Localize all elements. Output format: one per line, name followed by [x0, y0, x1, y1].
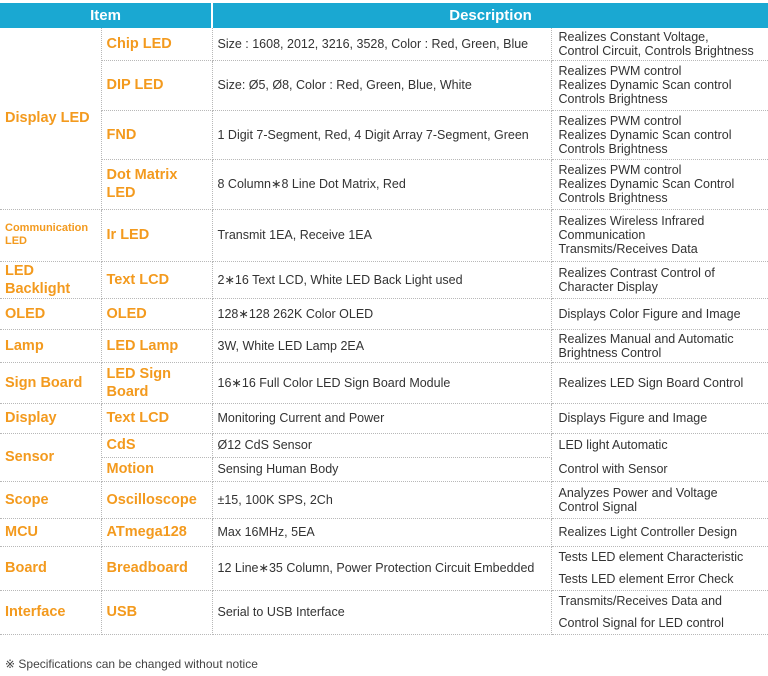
- category-sign-board: Sign Board: [0, 362, 102, 404]
- desc-dot-matrix: Realizes PWM control Realizes Dynamic Sc…: [551, 159, 768, 210]
- category-oled: OLED: [0, 298, 102, 330]
- table-row: DIP LED Size: Ø5, Ø8, Color : Red, Green…: [0, 60, 768, 111]
- category-led-backlight: LED Backlight: [0, 261, 102, 299]
- spec-dot-matrix: 8 Column∗8 Line Dot Matrix, Red: [212, 159, 552, 210]
- item-fnd: FND: [101, 110, 213, 160]
- table-row: Interface USB Serial to USB Interface Tr…: [0, 590, 768, 635]
- item-chip-led: Chip LED: [101, 28, 213, 61]
- desc-cds: LED light Automatic: [558, 438, 668, 453]
- table-row: Sign Board LED Sign Board 16∗16 Full Col…: [0, 362, 768, 404]
- desc-text-lcd: Realizes Contrast Control of Character D…: [551, 261, 768, 299]
- desc-oled: Displays Color Figure and Image: [551, 298, 768, 330]
- spec-cds: Ø12 CdS Sensor: [212, 433, 552, 458]
- category-lamp: Lamp: [0, 329, 102, 363]
- item-text-lcd: Text LCD: [101, 261, 213, 299]
- table-header: Item Description: [0, 3, 768, 28]
- table-row: Board Breadboard 12 Line∗35 Column, Powe…: [0, 546, 768, 591]
- category-board: Board: [0, 546, 102, 591]
- table-row: Display LED Chip LED Size : 1608, 2012, …: [0, 28, 768, 210]
- table-row: Control Signal for LED control: [0, 612, 768, 635]
- category-sensor: Sensor: [0, 433, 102, 482]
- desc-led-lamp: Realizes Manual and Automatic Brightness…: [551, 329, 768, 363]
- table-row: FND 1 Digit 7-Segment, Red, 4 Digit Arra…: [0, 110, 768, 160]
- item-led-lamp: LED Lamp: [101, 329, 213, 363]
- desc-led-sign-board: Realizes LED Sign Board Control: [551, 362, 768, 404]
- spec-motion: Sensing Human Body: [212, 457, 552, 482]
- desc-breadboard-error: Tests LED element Error Check: [551, 568, 768, 591]
- item-display-text-lcd: Text LCD: [101, 403, 213, 434]
- description-header: Description: [212, 3, 768, 28]
- table-row: Communication LED Ir LED Transmit 1EA, R…: [0, 209, 768, 262]
- item-oscilloscope: Oscilloscope: [101, 481, 213, 519]
- item-dot-matrix: Dot Matrix LED: [101, 159, 213, 210]
- item-usb: USB: [101, 590, 213, 635]
- desc-ir-led: Realizes Wireless Infrared Communication…: [551, 209, 768, 262]
- desc-fnd: Realizes PWM control Realizes Dynamic Sc…: [551, 110, 768, 160]
- desc-dip-led: Realizes PWM control Realizes Dynamic Sc…: [551, 60, 768, 111]
- table-row: Motion Sensing Human Body Control with S…: [0, 457, 768, 482]
- table-row: Lamp LED Lamp 3W, White LED Lamp 2EA Rea…: [0, 329, 768, 363]
- desc-usb-control: Control Signal for LED control: [551, 612, 768, 635]
- table-row: OLED OLED 128∗128 262K Color OLED Displa…: [0, 298, 768, 330]
- spec-dip-led: Size: Ø5, Ø8, Color : Red, Green, Blue, …: [212, 60, 552, 111]
- table-row: Scope Oscilloscope ±15, 100K SPS, 2Ch An…: [0, 481, 768, 519]
- item-dip-led: DIP LED: [101, 60, 213, 111]
- desc-oscilloscope: Analyzes Power and Voltage Control Signa…: [551, 481, 768, 519]
- desc-atmega128: Realizes Light Controller Design: [551, 518, 768, 547]
- table-row: MCU ATmega128 Max 16MHz, 5EA Realizes Li…: [0, 518, 768, 547]
- category-display-led: Display LED: [0, 28, 102, 210]
- table-row: Tests LED element Error Check: [0, 568, 768, 591]
- table-row: LED Backlight Text LCD 2∗16 Text LCD, Wh…: [0, 261, 768, 299]
- item-header: Item: [0, 3, 213, 28]
- category-mcu: MCU: [0, 518, 102, 547]
- category-scope: Scope: [0, 481, 102, 519]
- item-ir-led: Ir LED: [101, 209, 213, 262]
- spec-display-text-lcd: Monitoring Current and Power: [212, 403, 552, 434]
- spec-oscilloscope: ±15, 100K SPS, 2Ch: [212, 481, 552, 519]
- spec-led-sign-board: 16∗16 Full Color LED Sign Board Module: [212, 362, 552, 404]
- item-atmega128: ATmega128: [101, 518, 213, 547]
- spec-atmega128: Max 16MHz, 5EA: [212, 518, 552, 547]
- desc-breadboard-characteristic: Tests LED element Characteristic: [558, 550, 744, 565]
- item-led-sign-board: LED Sign Board: [101, 362, 213, 404]
- category-display: Display: [0, 403, 102, 434]
- spec-led-lamp: 3W, White LED Lamp 2EA: [212, 329, 552, 363]
- item-motion: Motion: [101, 457, 213, 482]
- spec-chip-led: Size : 1608, 2012, 3216, 3528, Color : R…: [212, 28, 552, 61]
- item-breadboard: Breadboard: [101, 546, 213, 591]
- desc-usb-data: Transmits/Receives Data and: [558, 594, 723, 609]
- item-cds: CdS: [101, 433, 213, 458]
- table-row: Dot Matrix LED 8 Column∗8 Line Dot Matri…: [0, 159, 768, 210]
- category-interface: Interface: [0, 590, 102, 635]
- table-row: Sensor CdS Ø12 CdS Sensor LED light Auto…: [0, 433, 768, 482]
- spec-fnd: 1 Digit 7-Segment, Red, 4 Digit Array 7-…: [212, 110, 552, 160]
- spec-oled: 128∗128 262K Color OLED: [212, 298, 552, 330]
- table-row: Display Text LCD Monitoring Current and …: [0, 403, 768, 434]
- spec-text-lcd: 2∗16 Text LCD, White LED Back Light used: [212, 261, 552, 299]
- category-communication-led: Communication LED: [0, 209, 102, 262]
- item-oled: OLED: [101, 298, 213, 330]
- spec-breadboard: 12 Line∗35 Column, Power Protection Circ…: [212, 546, 552, 591]
- desc-display-text-lcd: Displays Figure and Image: [551, 403, 768, 434]
- spec-table: Item Description Display LED Chip LED Si…: [0, 3, 768, 635]
- spec-usb: Serial to USB Interface: [212, 590, 552, 635]
- desc-motion: Control with Sensor: [551, 457, 768, 482]
- spec-ir-led: Transmit 1EA, Receive 1EA: [212, 209, 552, 262]
- footnote: ※ Specifications can be changed without …: [5, 657, 258, 671]
- desc-chip-led: Realizes Constant Voltage, Control Circu…: [551, 28, 768, 61]
